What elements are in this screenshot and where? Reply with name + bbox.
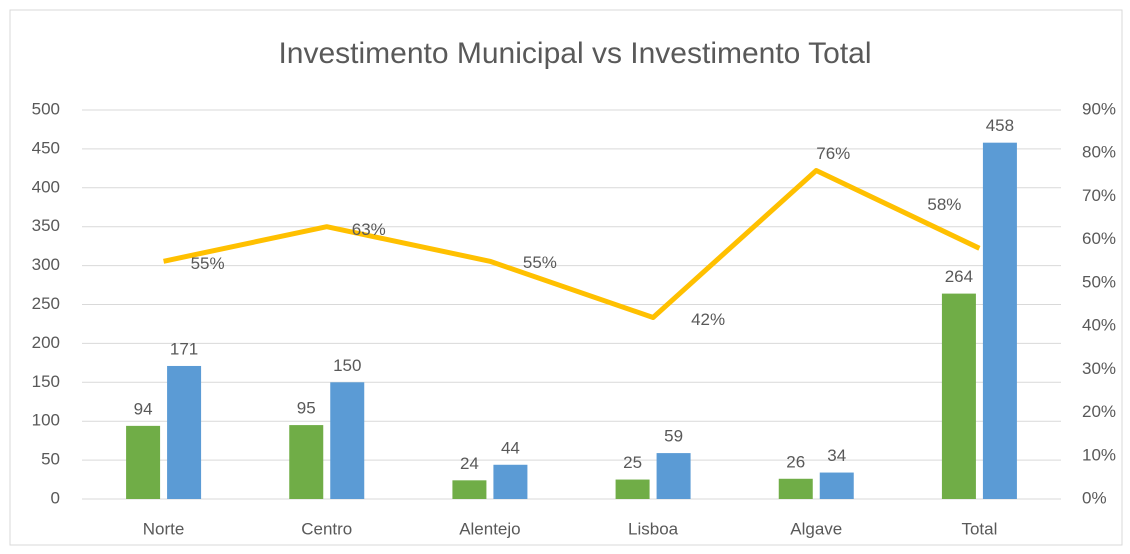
line-value-label: 63% [352,220,386,239]
bar [778,478,813,499]
bar-value-label: 264 [945,267,973,286]
chart-title: Investimento Municipal vs Investimento T… [278,37,871,70]
x-tick-label: Algave [790,519,842,538]
y2-tick-label: 50% [1082,272,1116,291]
bar [167,365,202,499]
bar [289,425,324,499]
y-tick-label: 250 [32,294,60,313]
bar [126,425,161,499]
y-tick-label: 150 [32,372,60,391]
x-tick-label: Norte [143,519,185,538]
line-value-label: 42% [691,310,725,329]
y-tick-label: 200 [32,333,60,352]
y-tick-label: 50 [41,450,60,469]
line-value-label: 55% [191,254,225,273]
bar-value-label: 34 [827,446,846,465]
y2-tick-label: 60% [1082,229,1116,248]
y-tick-label: 450 [32,138,60,157]
y-tick-label: 0 [51,488,60,507]
bar [330,382,365,499]
y2-tick-label: 20% [1082,402,1116,421]
line [163,168,981,320]
bar-value-label: 150 [333,356,361,375]
bar [982,142,1017,499]
y2-tick-label: 70% [1082,186,1116,205]
bar [941,293,976,499]
bar [615,479,650,499]
x-tick-label: Centro [301,519,352,538]
x-tick-label: Total [961,519,997,538]
line-value-label: 58% [927,195,961,214]
bar-value-label: 24 [460,454,479,473]
bar-value-label: 458 [986,116,1014,135]
bar-value-label: 95 [297,399,316,418]
y2-tick-label: 40% [1082,316,1116,335]
bar-value-label: 26 [786,452,805,471]
y-tick-label: 350 [32,216,60,235]
y-tick-label: 100 [32,411,60,430]
bar-value-label: 171 [170,339,198,358]
bar [656,453,691,499]
bar-value-label: 44 [501,438,520,457]
line-value-label: 76% [816,144,850,163]
y2-tick-label: 90% [1082,99,1116,118]
y-tick-label: 400 [32,177,60,196]
y2-tick-label: 30% [1082,359,1116,378]
y-tick-label: 500 [32,99,60,118]
bar [819,472,854,499]
bar-value-label: 59 [664,427,683,446]
x-tick-label: Lisboa [628,519,679,538]
y2-tick-label: 10% [1082,445,1116,464]
bar-value-label: 94 [134,399,153,418]
bar [452,480,487,499]
line-value-label: 55% [523,253,557,272]
bar [493,464,528,499]
bar-value-label: 25 [623,453,642,472]
y2-tick-label: 0% [1082,488,1107,507]
x-tick-label: Alentejo [459,519,520,538]
y-tick-label: 300 [32,255,60,274]
y2-tick-label: 80% [1082,143,1116,162]
